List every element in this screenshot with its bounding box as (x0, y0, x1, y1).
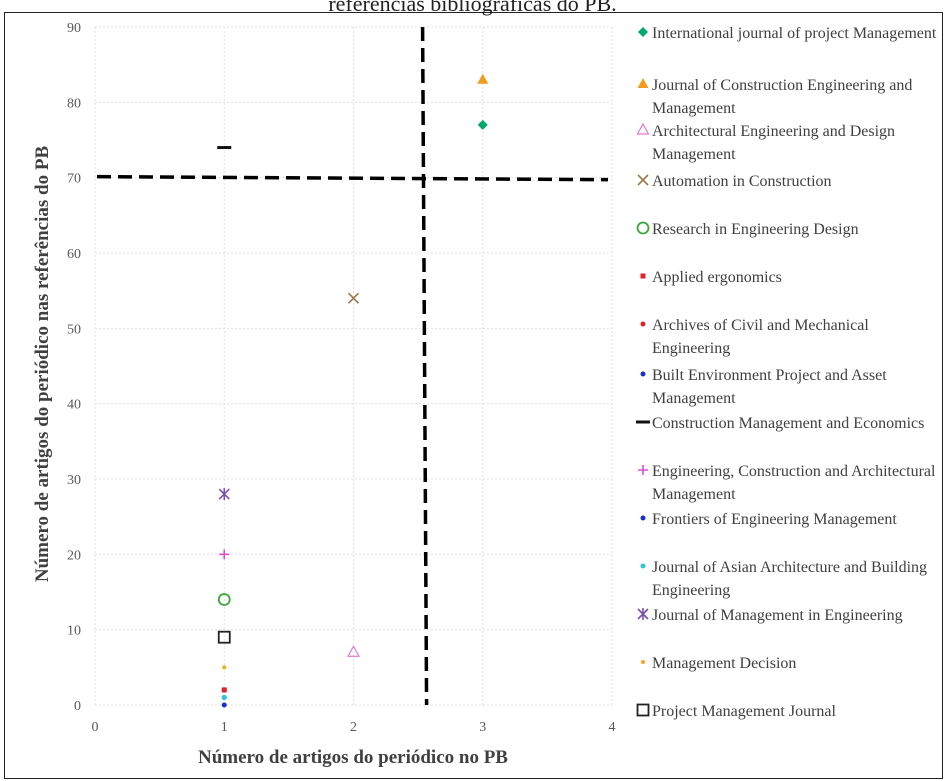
legend-marker (634, 364, 652, 384)
legend-item: Applied ergonomics (634, 266, 942, 289)
legend-item: Frontiers of Engineering Management (634, 508, 942, 531)
legend-label: Built Environment Project and Asset Mana… (652, 367, 887, 407)
data-points (217, 73, 489, 708)
legend-label: Project Management Journal (652, 703, 836, 720)
x-tick-label: 0 (92, 720, 99, 735)
legend-label: Journal of Asian Architecture and Buildi… (652, 559, 928, 599)
legend-marker (634, 218, 652, 238)
legend-marker (634, 460, 652, 480)
legend-marker (634, 508, 652, 528)
legend-item: Journal of Management in Engineering (634, 604, 942, 627)
legend-label: Applied ergonomics (652, 269, 782, 286)
data-point (221, 702, 227, 708)
legend-label: Construction Management and Economics (652, 415, 925, 432)
data-point (217, 593, 231, 606)
legend-label: Archives of Civil and Mechanical Enginee… (652, 317, 869, 357)
legend-item: Journal of Construction Engineering and … (634, 74, 942, 120)
legend-label: Automation in Construction (652, 173, 832, 190)
legend-label: Frontiers of Engineering Management (652, 511, 897, 528)
y-tick-label: 70 (67, 172, 81, 187)
legend-item: Automation in Construction (634, 170, 942, 193)
legend-marker (634, 700, 652, 720)
x-tick-label: 3 (479, 720, 486, 735)
legend-marker-shape (636, 221, 650, 235)
data-point (346, 645, 361, 657)
legend-marker-shape (640, 563, 646, 569)
legend-marker (634, 604, 652, 624)
data-point (217, 630, 231, 644)
y-tick-label: 30 (67, 473, 81, 488)
legend-marker (634, 314, 652, 334)
y-tick-label: 60 (67, 247, 81, 262)
x-tick-label: 1 (221, 720, 228, 735)
legend-item: Archives of Civil and Mechanical Enginee… (634, 314, 942, 360)
legend-marker-shape (636, 703, 650, 717)
legend-item: Journal of Asian Architecture and Buildi… (634, 556, 942, 602)
data-point (221, 694, 227, 700)
legend-marker (634, 170, 652, 190)
data-point (347, 292, 360, 304)
y-tick-label: 0 (74, 699, 81, 714)
legend-item: Engineering, Construction and Architectu… (634, 460, 942, 506)
legend-marker (634, 266, 652, 286)
data-point (219, 549, 230, 560)
legend-label: Architectural Engineering and Design Man… (652, 123, 896, 163)
legend-item: Management Decision (634, 652, 942, 675)
legend-marker-shape (640, 371, 646, 377)
legend-item: International journal of project Managem… (634, 22, 942, 45)
data-point (221, 687, 227, 693)
reference-lines (96, 26, 609, 706)
legend-marker-shape (637, 174, 649, 186)
legend-marker (634, 120, 652, 140)
legend-marker-shape (640, 515, 646, 521)
legend-marker-shape (638, 465, 648, 475)
x-axis-label: Número de artigos do periódico no PB (198, 747, 508, 768)
legend-marker (634, 652, 652, 672)
legend-marker-shape (637, 608, 649, 620)
legend-marker-shape (640, 273, 646, 279)
x-tick-label: 4 (609, 720, 616, 735)
legend-marker-shape (637, 78, 649, 88)
y-tick-label: 20 (67, 548, 81, 563)
legend-item: Built Environment Project and Asset Mana… (634, 364, 942, 410)
legend-label: Management Decision (652, 655, 797, 672)
y-tick-label: 40 (67, 398, 81, 413)
legend-marker-shape (641, 660, 645, 664)
data-point (477, 73, 489, 84)
legend-marker (634, 22, 652, 42)
data-point (477, 119, 488, 130)
legend-item: Architectural Engineering and Design Man… (634, 120, 942, 166)
legend-label: International journal of project Managem… (652, 25, 937, 42)
legend-label: Engineering, Construction and Architectu… (652, 463, 936, 503)
legend-label: Journal of Management in Engineering (652, 607, 903, 624)
legend-marker-shape (640, 321, 646, 327)
y-tick-label: 10 (67, 624, 81, 639)
reference-line-horizontal (96, 174, 609, 182)
legend-marker (634, 556, 652, 576)
y-tick-label: 50 (67, 322, 81, 337)
data-point (222, 665, 227, 670)
reference-line-vertical (420, 26, 429, 706)
y-tick-label: 90 (67, 21, 81, 36)
chart-frame (4, 12, 943, 779)
legend-marker (634, 74, 652, 94)
legend-marker-shape (636, 122, 650, 135)
tick-labels: 0 10 20 30 40 50 60 70 80 90 0 1 2 3 4 (67, 21, 616, 735)
legend-marker (634, 412, 652, 432)
gridlines (94, 26, 613, 706)
y-axis-label: Número de artigos do periódico nas refer… (32, 146, 53, 583)
x-tick-label: 2 (350, 720, 357, 735)
legend-item: Research in Engineering Design (634, 218, 942, 241)
legend-marker-shape (638, 27, 648, 37)
y-tick-label: 80 (67, 96, 81, 111)
legend-item: Project Management Journal (634, 700, 942, 723)
data-point (218, 488, 230, 501)
legend-label: Research in Engineering Design (652, 221, 859, 238)
legend-label: Journal of Construction Engineering and … (652, 77, 913, 117)
legend-item: Construction Management and Economics (634, 412, 942, 435)
